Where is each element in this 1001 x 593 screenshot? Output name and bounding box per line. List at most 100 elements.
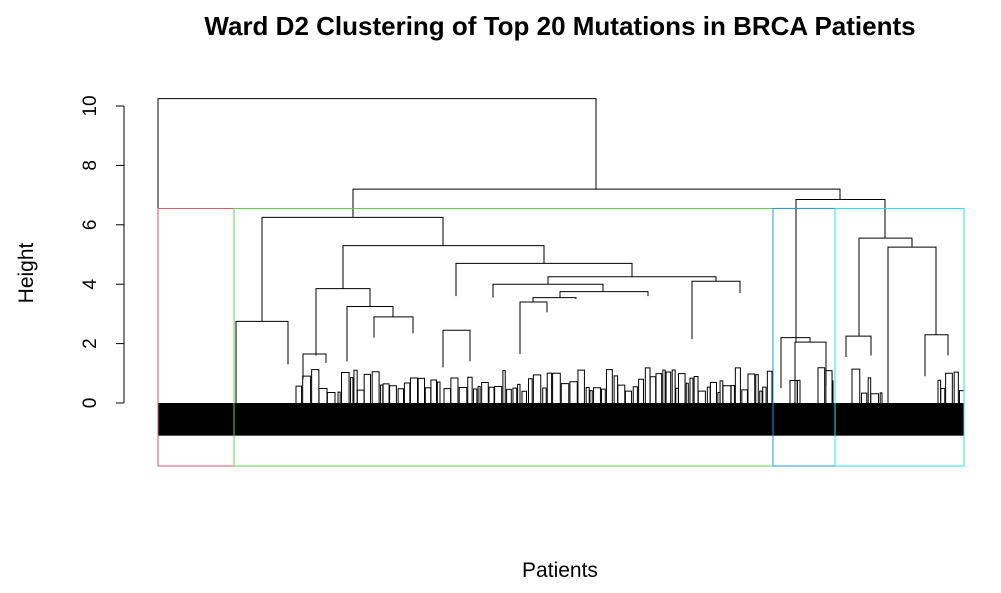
leaf-cluster	[337, 391, 341, 403]
leaf-cluster	[697, 390, 706, 403]
leaf-cluster	[481, 382, 489, 403]
leaf-cluster	[389, 385, 397, 403]
leaf-cluster	[817, 367, 826, 403]
leaf-cluster	[363, 373, 371, 403]
leaf-cluster	[382, 383, 390, 403]
leaf-cluster	[662, 369, 666, 403]
leaf-cluster	[685, 382, 689, 403]
dendrogram-merge	[519, 301, 548, 354]
leaf-cluster	[488, 386, 495, 403]
dendrogram-merge	[845, 335, 872, 357]
leaf-cluster	[528, 378, 533, 403]
dendrogram-merge	[261, 216, 444, 322]
leaf-cluster	[341, 371, 350, 403]
dendrogram-merge	[559, 291, 649, 298]
dendrogram-merge	[373, 316, 414, 338]
leaf-cluster	[472, 388, 478, 403]
leaf-cluster	[403, 382, 411, 403]
y-tick-label: 2	[80, 338, 101, 349]
dendrogram-merge	[315, 288, 371, 356]
leaf-cluster	[502, 370, 506, 403]
leaf-cluster	[867, 377, 872, 403]
leaf-cluster	[380, 384, 384, 403]
leaf-cluster	[958, 390, 965, 403]
leaf-cluster	[677, 373, 686, 403]
leaf-cluster	[741, 389, 748, 403]
dendrogram-branches	[157, 98, 949, 403]
dendrogram-merge	[235, 320, 289, 403]
leaf-cluster	[521, 390, 528, 403]
leaf-cluster	[766, 370, 773, 403]
dendrogram-merge	[858, 237, 913, 337]
dendrogram-merge	[442, 329, 471, 368]
leaf-cluster	[879, 392, 883, 403]
leaf-cluster	[569, 381, 578, 403]
leaf-cluster	[585, 387, 590, 403]
dendrogram-merge	[795, 199, 886, 343]
cluster-boxes	[157, 207, 965, 467]
leaf-cluster	[644, 367, 651, 403]
leaf-cluster	[311, 369, 320, 403]
leaf-cluster	[665, 371, 672, 403]
leaf-cluster	[632, 386, 638, 403]
x-axis-label: Patients	[522, 559, 598, 582]
leaf-cluster	[825, 370, 833, 403]
leaf-cluster	[709, 381, 718, 403]
dendrogram-merge	[342, 245, 545, 289]
leaf-cluster	[430, 379, 437, 403]
leaf-cluster	[747, 373, 756, 403]
dendrogram-merge	[157, 98, 597, 403]
leaf-band-fill	[158, 403, 964, 436]
leaf-cluster	[356, 389, 365, 403]
leaf-cluster	[796, 379, 801, 403]
leaf-cluster	[318, 387, 328, 403]
leaf-cluster	[730, 384, 735, 403]
leaf-cluster	[953, 371, 959, 403]
leaf-cluster	[436, 381, 441, 403]
leaf-cluster	[397, 388, 404, 403]
leaf-cluster	[517, 383, 521, 403]
leaf-cluster	[443, 388, 452, 403]
leaf-cluster	[542, 387, 547, 403]
leaf-cluster	[789, 380, 798, 403]
leaf-cluster	[371, 371, 380, 403]
y-tick-label: 6	[80, 220, 101, 231]
dendrogram-merge	[302, 353, 327, 380]
leaf-cluster	[860, 392, 868, 403]
dendrogram-merge	[780, 337, 811, 389]
leaf-cluster	[601, 388, 606, 403]
leaf-cluster	[409, 377, 418, 403]
leaf-cluster	[552, 372, 561, 403]
y-tick-label: 10	[80, 95, 101, 116]
leaf-cluster	[624, 390, 633, 403]
y-tick-label: 4	[80, 278, 101, 289]
dendrogram-merge	[691, 280, 741, 340]
dendrogram-merge	[887, 246, 937, 403]
leaf-band	[158, 367, 965, 436]
leaf-cluster	[719, 380, 724, 403]
leaf-cluster	[593, 387, 601, 403]
y-tick-label: 8	[80, 160, 101, 171]
leaf-cluster	[722, 385, 732, 403]
leaf-cluster	[689, 377, 694, 403]
leaf-cluster	[467, 376, 473, 403]
leaf-cluster	[870, 393, 879, 403]
dendrogram-merge	[924, 334, 949, 377]
leaf-cluster	[671, 369, 676, 403]
leaf-cluster	[759, 390, 763, 403]
leaf-cluster	[649, 376, 657, 403]
leaf-cluster	[450, 377, 459, 403]
leaf-cluster	[706, 386, 711, 403]
leaf-cluster	[638, 378, 644, 403]
leaf-cluster	[424, 387, 432, 403]
leaf-cluster	[655, 373, 663, 403]
dendrogram-merge	[532, 297, 577, 303]
leaf-cluster	[458, 386, 468, 403]
leaf-cluster	[417, 377, 426, 403]
leaf-cluster	[353, 369, 358, 403]
dendrogram-merge	[352, 188, 841, 218]
leaf-cluster	[613, 375, 619, 403]
dendrogram-merge	[492, 283, 604, 298]
leaf-cluster	[675, 387, 679, 403]
